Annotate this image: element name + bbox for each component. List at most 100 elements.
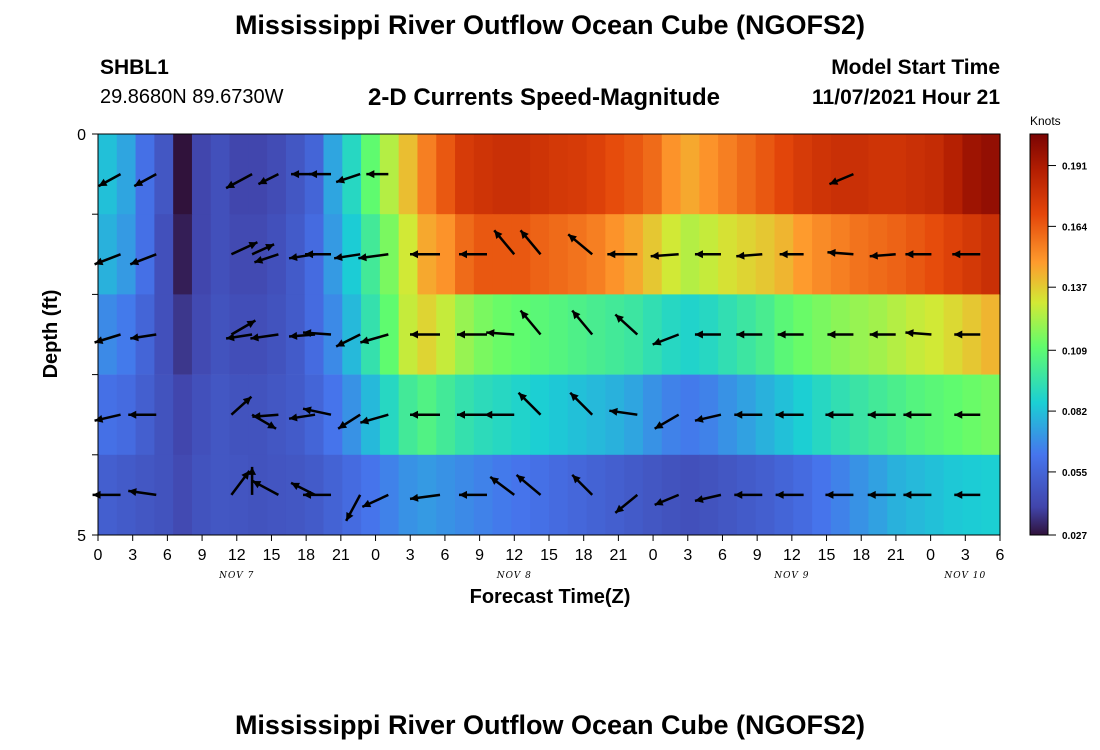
- heatmap-cell: [116, 294, 137, 375]
- heatmap-cell: [943, 134, 964, 215]
- heatmap-cell: [605, 294, 625, 375]
- current-vector: [734, 490, 763, 499]
- heatmap-cell: [755, 374, 776, 456]
- x-tick-label: 9: [753, 547, 762, 564]
- heatmap-cell: [642, 374, 663, 456]
- heatmap-cell: [379, 294, 400, 375]
- heatmap-cell: [549, 294, 569, 375]
- current-vector: [954, 330, 981, 339]
- heatmap-cell: [173, 454, 193, 536]
- heatmap-cell: [154, 214, 174, 295]
- heatmap-cell: [812, 294, 832, 375]
- current-vector: [694, 250, 721, 259]
- heatmap-cell: [661, 294, 682, 375]
- heatmap-cell: [549, 134, 569, 215]
- heatmap-cell: [530, 134, 550, 215]
- heatmap-cell: [887, 374, 907, 456]
- current-vector: [458, 250, 487, 259]
- heatmap-cell: [680, 214, 700, 295]
- heatmap: [98, 134, 1001, 536]
- current-vector: [519, 229, 542, 256]
- heatmap-cell: [248, 134, 268, 215]
- current-vector: [493, 229, 516, 256]
- current-vector: [128, 410, 157, 419]
- heatmap-cell: [661, 134, 682, 215]
- current-vector: [410, 410, 441, 419]
- current-vector: [736, 251, 763, 260]
- heatmap-cell: [887, 454, 907, 536]
- heatmap-cell: [229, 214, 249, 295]
- heatmap-cell: [924, 214, 945, 295]
- bottom-page-title: Mississippi River Outflow Ocean Cube (NG…: [234, 710, 866, 740]
- heatmap-cell: [173, 374, 193, 456]
- current-vector: [335, 172, 361, 184]
- current-vector: [302, 406, 332, 416]
- heatmap-cell: [98, 214, 118, 295]
- heatmap-cell: [248, 214, 268, 295]
- date-label: NOV 10: [943, 571, 986, 581]
- current-vector: [128, 488, 157, 497]
- current-vector: [825, 490, 854, 499]
- heatmap-cell: [962, 134, 982, 215]
- x-tick-label: 9: [475, 547, 484, 564]
- heatmap-cell: [680, 134, 700, 215]
- current-vector: [248, 466, 257, 495]
- current-vector: [777, 330, 804, 339]
- heatmap-cell: [887, 294, 907, 375]
- current-vector: [97, 173, 122, 188]
- heatmap-cell: [736, 134, 757, 215]
- heatmap-cell: [718, 454, 738, 536]
- x-tick-label: 18: [575, 547, 593, 564]
- current-vector: [458, 490, 487, 499]
- current-vector: [607, 250, 638, 259]
- heatmap-cell: [793, 134, 813, 215]
- current-vector: [288, 413, 316, 422]
- current-vector: [484, 410, 515, 419]
- current-vector: [361, 493, 389, 509]
- heatmap-cell: [173, 214, 193, 295]
- heatmap-cell: [642, 134, 663, 215]
- heatmap-cell: [342, 374, 362, 456]
- heatmap-cell: [210, 454, 231, 536]
- current-vector: [303, 490, 332, 499]
- heatmap-cell: [191, 134, 212, 215]
- heatmap-cell: [436, 134, 456, 215]
- y-axis-label: Depth (ft): [40, 290, 62, 379]
- current-vector: [652, 333, 680, 346]
- heatmap-cell: [323, 214, 343, 295]
- x-tick-label: 12: [505, 547, 523, 564]
- heatmap-cell: [755, 294, 776, 375]
- heatmap-cell: [511, 374, 531, 456]
- heatmap-cell: [98, 294, 118, 375]
- heatmap-cell: [906, 134, 926, 215]
- current-vector: [333, 253, 361, 262]
- heatmap-cell: [586, 214, 606, 295]
- current-vector: [614, 313, 639, 336]
- heatmap-cell: [605, 134, 625, 215]
- heatmap-cell: [699, 454, 719, 536]
- heatmap-cell: [887, 214, 907, 295]
- model-start-time: 11/07/2021 Hour 21: [812, 86, 1000, 109]
- current-vector: [571, 309, 594, 336]
- current-vector: [337, 413, 361, 430]
- current-vector: [129, 253, 157, 266]
- current-vector: [290, 481, 316, 497]
- heatmap-cell: [567, 134, 588, 215]
- heatmap-cell: [849, 214, 870, 295]
- current-vector: [867, 490, 896, 499]
- heatmap-cell: [323, 374, 343, 456]
- heatmap-cell: [398, 294, 419, 375]
- heatmap-cell: [154, 454, 174, 536]
- current-vector: [366, 170, 389, 179]
- current-vector: [302, 329, 332, 338]
- heatmap-cell: [906, 294, 926, 375]
- heatmap-cell: [981, 134, 1001, 215]
- heatmap-cell: [173, 294, 193, 375]
- current-vector: [825, 410, 854, 419]
- current-vector: [489, 475, 515, 496]
- current-vector: [94, 253, 121, 266]
- heatmap-cell: [398, 134, 419, 215]
- heatmap-cell: [473, 134, 494, 215]
- x-tick-label: 0: [649, 547, 658, 564]
- heatmap-cell: [361, 374, 381, 456]
